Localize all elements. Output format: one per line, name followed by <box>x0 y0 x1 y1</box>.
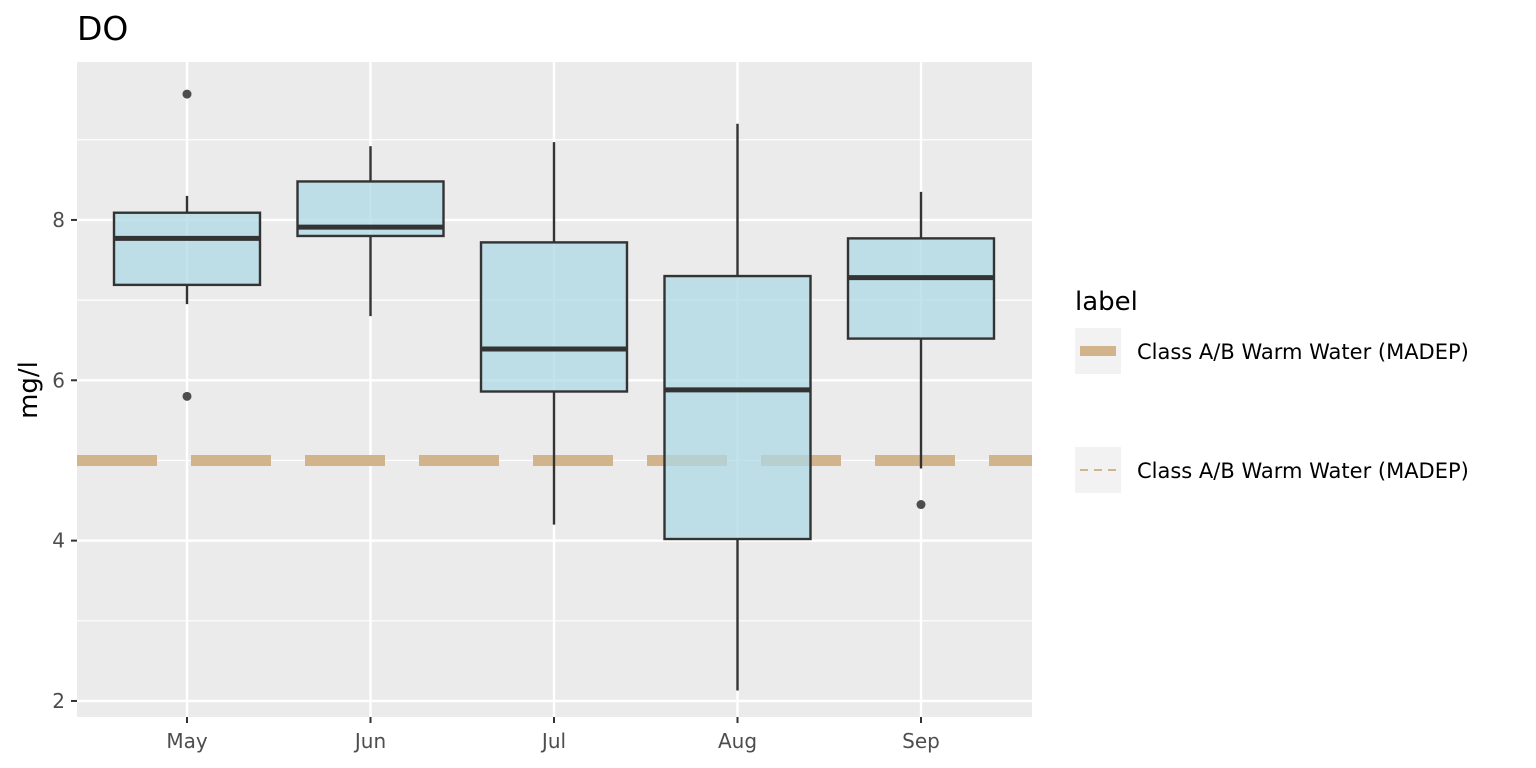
iqr-box <box>479 241 629 393</box>
outlier-point <box>182 391 192 401</box>
y-tick-label: 8 <box>52 208 65 232</box>
y-axis-title: mg/l <box>14 361 44 419</box>
legend-entry-thick: Class A/B Warm Water (MADEP) <box>1075 328 1469 374</box>
y-tick-label: 2 <box>52 689 65 713</box>
iqr-box <box>663 274 812 541</box>
y-tick-label: 4 <box>52 529 65 553</box>
boxes-layer <box>112 89 996 691</box>
box-sep <box>846 191 996 510</box>
x-tick-label: Jul <box>540 729 566 753</box>
box-jul <box>479 142 629 525</box>
outlier-point <box>916 500 926 510</box>
y-tick-label: 6 <box>52 368 65 392</box>
x-tick-label: May <box>166 729 208 753</box>
outlier-point <box>182 89 192 99</box>
iqr-box <box>846 237 996 340</box>
x-tick-label: Sep <box>902 729 940 753</box>
box-aug <box>663 123 812 691</box>
legend: label Class A/B Warm Water (MADEP) Class… <box>1075 287 1469 493</box>
legend-entry-dashed: Class A/B Warm Water (MADEP) <box>1075 447 1469 493</box>
x-tick-label: Jun <box>353 729 386 753</box>
legend-label: Class A/B Warm Water (MADEP) <box>1137 459 1469 483</box>
box-jun <box>296 146 445 317</box>
iqr-box <box>112 211 262 287</box>
legend-title: label <box>1075 287 1138 317</box>
chart-title: DO <box>77 9 128 48</box>
box-may <box>112 89 262 401</box>
legend-label: Class A/B Warm Water (MADEP) <box>1137 340 1469 364</box>
axis-ticks: 2 4 6 8 May Jun Jul Aug Sep <box>52 208 940 753</box>
x-tick-label: Aug <box>718 729 757 753</box>
